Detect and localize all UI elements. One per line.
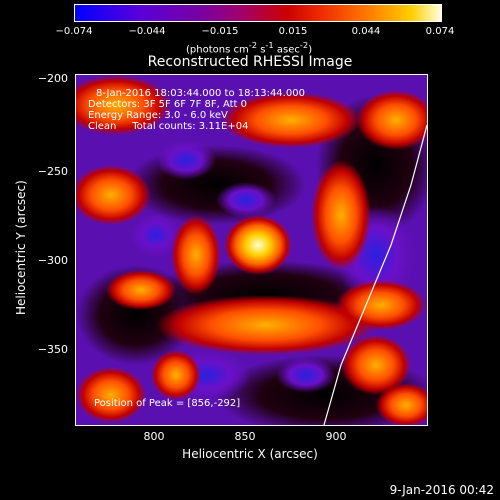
plot-title: Reconstructed RHESSI Image <box>147 54 353 70</box>
colorbar-units: (photons cm-2 s-1 asec-2) <box>186 40 313 56</box>
colorbar-tick: 0.015 <box>278 26 308 37</box>
colorbar <box>74 4 442 22</box>
colorbar-tick: −0.015 <box>201 26 239 37</box>
footer-timestamp: 9-Jan-2016 00:42 <box>389 483 494 497</box>
energy-range: Energy Range: 3.0 - 6.0 keV <box>88 110 228 121</box>
peak-position: Position of Peak = [856,-292] <box>94 398 241 409</box>
clean-counts: Clean Total counts: 3.11E+04 <box>88 121 249 132</box>
colorbar-tick: −0.044 <box>128 26 166 37</box>
colorbar-tick: 0.044 <box>351 26 381 37</box>
y-tick-label: −300 <box>37 254 68 267</box>
plot-frame <box>75 74 428 426</box>
detectors: Detectors: 3F 5F 6F 7F 8F, Att 0 <box>88 99 248 110</box>
y-tick-label: −250 <box>37 165 68 178</box>
y-tick-label: −200 <box>37 72 68 85</box>
time-range: 8-Jan-2016 18:03:44.000 to 18:13:44.000 <box>96 88 305 99</box>
x-tick-label: 850 <box>234 430 256 443</box>
observation-info: 8-Jan-2016 18:03:44.000 to 18:13:44.000 … <box>88 88 305 132</box>
x-axis-label: Heliocentric X (arcsec) <box>182 447 318 461</box>
colorbar-tick: −0.074 <box>55 26 93 37</box>
y-axis-label: Heliocentric Y (arcsec) <box>14 180 28 315</box>
y-tick-label: −350 <box>37 343 68 356</box>
heatmap-image <box>76 75 427 425</box>
colorbar-tick: 0.074 <box>425 26 455 37</box>
x-tick-label: 900 <box>325 430 347 443</box>
x-tick-label: 800 <box>143 430 165 443</box>
